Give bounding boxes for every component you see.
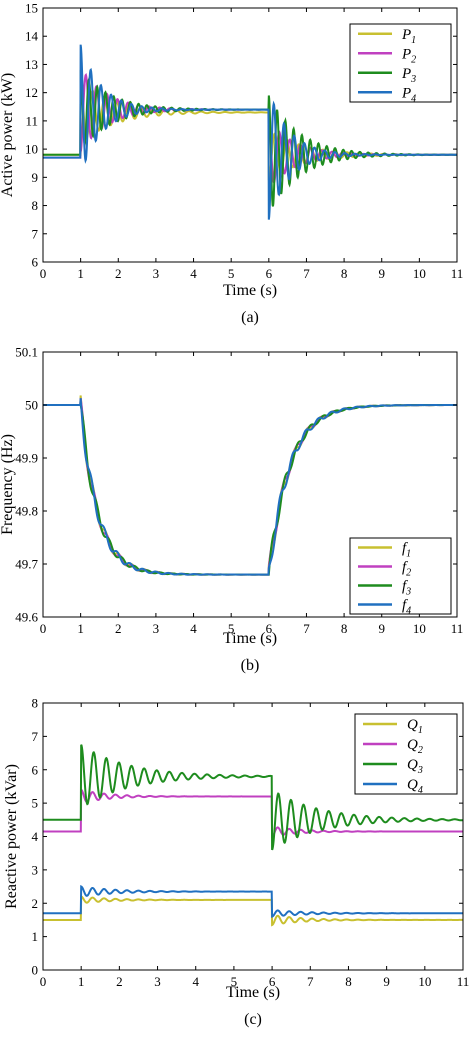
x-tick-label: 6	[269, 974, 276, 989]
y-tick-label: 4	[32, 829, 39, 844]
y-tick-label: 0	[32, 963, 39, 978]
plot-area	[43, 744, 463, 927]
x-tick-label: 2	[115, 266, 122, 281]
y-axis-label: Frequency (Hz)	[0, 434, 16, 535]
legend-box	[354, 713, 458, 795]
plot-area	[43, 395, 457, 576]
x-tick-label: 5	[228, 621, 235, 636]
x-tick-label: 2	[115, 621, 122, 636]
x-tick-label: 8	[345, 974, 352, 989]
chart-panel-3: 0 1 2 3 4 5 6 7 8 9 10 11 0 1 2 3 4 5 6 7 8 Time (s) Reactive …	[3, 696, 469, 1029]
y-tick-label: 13	[25, 57, 38, 72]
y-tick-label: 10	[25, 142, 38, 157]
x-tick-label: 6	[266, 266, 273, 281]
y-tick-label: 12	[25, 85, 38, 100]
y-tick-label: 6	[32, 762, 39, 777]
y-tick-label: 7	[32, 226, 39, 241]
legend-label: f2	[402, 560, 411, 579]
x-tick-label: 3	[153, 621, 160, 636]
x-tick-label: 5	[231, 974, 238, 989]
panel-label: (b)	[241, 657, 260, 674]
x-tick-label: 11	[451, 266, 464, 281]
y-tick-label: 14	[25, 29, 39, 44]
x-tick-label: 0	[40, 974, 47, 989]
x-tick-label: 0	[40, 621, 47, 636]
x-tick-label: 6	[266, 621, 273, 636]
x-tick-label: 9	[378, 266, 385, 281]
x-tick-label: 9	[378, 621, 385, 636]
chart-panel-2: 0 1 2 3 4 5 6 7 8 9 10 11 49.6 49.7 49.8 49.9 50 50.1 Time…	[0, 345, 463, 675]
y-tick-label: 49.9	[15, 451, 38, 466]
y-axis-label: Reactive power (kVar)	[3, 764, 20, 909]
y-tick-label: 6	[32, 255, 39, 270]
x-tick-label: 10	[413, 621, 426, 636]
x-tick-label: 10	[418, 974, 431, 989]
panel-label: (a)	[241, 309, 259, 326]
x-tick-label: 10	[413, 266, 426, 281]
series-line-q4	[43, 885, 463, 918]
x-tick-label: 1	[78, 974, 85, 989]
y-tick-label: 49.7	[15, 557, 38, 572]
series-line-q1	[43, 895, 463, 927]
x-tick-label: 7	[303, 266, 310, 281]
x-tick-label: 11	[457, 974, 470, 989]
legend-label: f4	[402, 598, 411, 617]
x-tick-label: 8	[341, 266, 348, 281]
x-tick-label: 2	[116, 974, 123, 989]
axes-frame	[42, 7, 458, 263]
panel-label: (c)	[244, 1011, 262, 1028]
x-tick-label: 9	[383, 974, 390, 989]
legend-box	[349, 537, 452, 615]
x-tick-label: 1	[77, 621, 84, 636]
x-tick-label: 0	[40, 266, 47, 281]
x-tick-label: 7	[307, 974, 314, 989]
y-tick-label: 5	[32, 796, 39, 811]
x-axis-label: Time (s)	[226, 984, 280, 1001]
y-tick-label: 49.8	[15, 504, 38, 519]
series-line-q3	[43, 744, 463, 851]
x-tick-label: 1	[77, 266, 84, 281]
y-tick-label: 1	[32, 929, 39, 944]
y-tick-label: 8	[32, 696, 39, 711]
y-tick-label: 50	[25, 398, 38, 413]
series-line-f4	[43, 398, 457, 576]
legend-box	[349, 23, 452, 103]
x-tick-label: 4	[190, 266, 197, 281]
y-tick-label: 7	[32, 729, 39, 744]
series-line-p4	[43, 44, 457, 220]
x-tick-label: 8	[341, 621, 348, 636]
y-tick-label: 9	[32, 170, 39, 185]
y-tick-label: 2	[32, 896, 39, 911]
x-tick-label: 5	[228, 266, 235, 281]
series-line-q2	[43, 787, 463, 839]
y-tick-label: 49.6	[15, 610, 38, 625]
axes-frame	[42, 351, 458, 618]
x-tick-label: 11	[451, 621, 464, 636]
x-tick-label: 7	[303, 621, 310, 636]
legend-label: f1	[402, 541, 411, 560]
x-tick-label: 3	[154, 974, 161, 989]
y-tick-label: 50.1	[15, 345, 38, 360]
y-tick-label: 3	[32, 862, 39, 877]
x-axis-label: Time (s)	[223, 630, 277, 647]
plot-area	[43, 44, 457, 220]
legend-label: f3	[402, 579, 411, 598]
x-tick-label: 3	[153, 266, 160, 281]
y-tick-label: 15	[25, 1, 38, 16]
y-axis-label: Active power (kW)	[0, 73, 16, 197]
x-axis-label: Time (s)	[223, 282, 277, 299]
x-tick-label: 4	[190, 621, 197, 636]
y-tick-label: 8	[32, 198, 39, 213]
y-tick-label: 11	[25, 113, 38, 128]
x-tick-label: 4	[192, 974, 199, 989]
